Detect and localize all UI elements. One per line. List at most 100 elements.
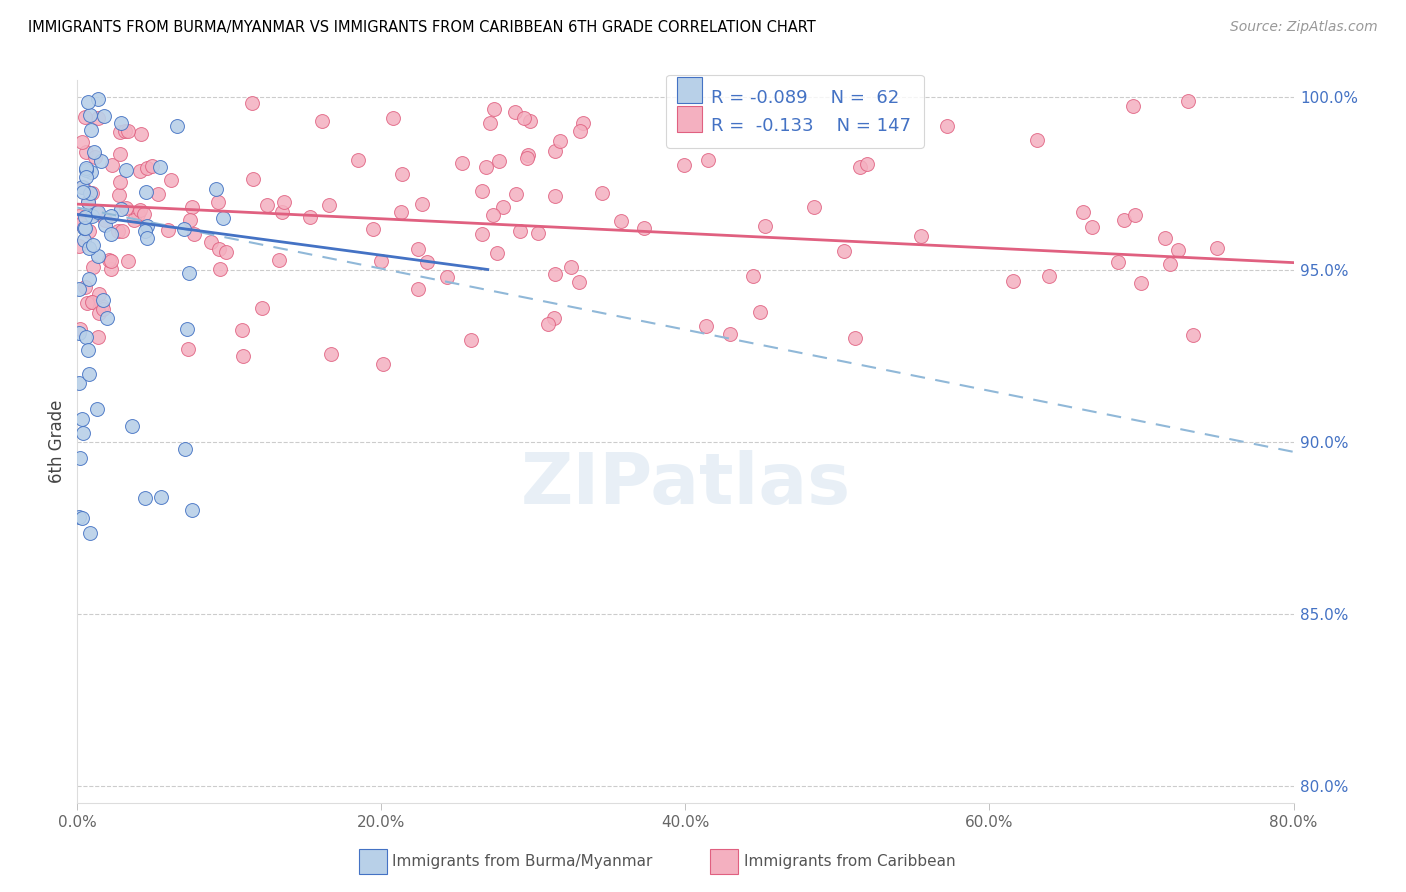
Point [136,219,159,234]
Point [270,205,292,219]
Point [96,311,118,326]
Point [505,186,527,201]
Point [318,198,340,212]
Point [482,102,505,116]
Point [80,165,103,179]
Point [100,227,122,241]
Point [1206,241,1229,255]
Point [76,194,98,209]
Point [299,210,322,224]
Point [181,502,204,516]
Point [536,318,558,332]
Point [548,134,571,148]
Point [471,227,494,242]
Point [406,242,429,256]
Point [100,254,122,268]
Text: Immigrants from Caribbean: Immigrants from Caribbean [744,855,956,869]
Point [516,151,538,165]
Point [742,268,765,283]
Point [70,412,93,426]
Point [491,201,513,215]
Point [370,254,392,268]
Point [179,212,201,227]
Point [856,157,879,171]
Point [1002,274,1025,288]
Point [87,92,110,106]
Point [79,526,101,541]
Point [80,209,103,223]
Text: ZIPatlas: ZIPatlas [520,450,851,519]
Point [475,160,498,174]
Point [67,213,90,227]
Point [803,200,825,214]
Point [935,119,957,133]
Text: Immigrants from Burma/Myanmar: Immigrants from Burma/Myanmar [392,855,652,869]
Point [391,167,413,181]
Point [80,295,103,310]
Point [79,186,101,200]
Point [1122,99,1144,113]
Point [633,220,655,235]
Point [460,333,482,347]
Point [450,156,472,170]
Point [70,179,93,194]
Point [176,342,198,356]
Point [75,161,97,176]
Point [134,224,156,238]
Point [100,261,122,276]
Point [75,169,97,184]
Point [83,150,105,164]
Point [75,163,97,178]
Point [128,164,150,178]
Point [67,209,90,223]
Point [1038,269,1060,284]
Point [749,305,772,319]
Point [135,185,157,199]
Point [69,322,91,336]
Point [177,266,200,280]
Point [114,123,136,137]
Point [156,222,179,236]
Point [91,301,114,316]
Point [503,105,526,120]
Point [67,510,90,524]
Point [110,202,132,216]
Point [1167,243,1189,257]
Point [67,282,90,296]
Legend: R = -0.089    N =  62, R =  -0.133    N = 147: R = -0.089 N = 62, R = -0.133 N = 147 [666,75,924,148]
Point [543,310,565,325]
Point [180,201,202,215]
Point [108,175,131,189]
Point [509,224,531,238]
Point [115,162,138,177]
Point [486,245,509,260]
Point [77,343,100,358]
Point [173,221,195,235]
Point [93,109,115,123]
Point [70,511,93,525]
Point [371,357,394,371]
Point [101,158,124,172]
Point [86,206,108,220]
Point [67,238,90,252]
Point [568,124,591,138]
Point [100,209,122,223]
Point [75,279,97,293]
Point [149,160,172,174]
Point [232,349,254,363]
Point [482,208,505,222]
Point [208,262,231,277]
Point [129,127,152,141]
Point [411,197,433,211]
Point [82,260,104,275]
Point [117,123,139,137]
Point [844,331,866,345]
Point [127,207,149,221]
Point [91,299,114,313]
Point [90,154,112,169]
Point [146,186,169,201]
Point [69,450,91,465]
Point [77,367,100,381]
Point [76,296,98,310]
Point [544,144,567,158]
